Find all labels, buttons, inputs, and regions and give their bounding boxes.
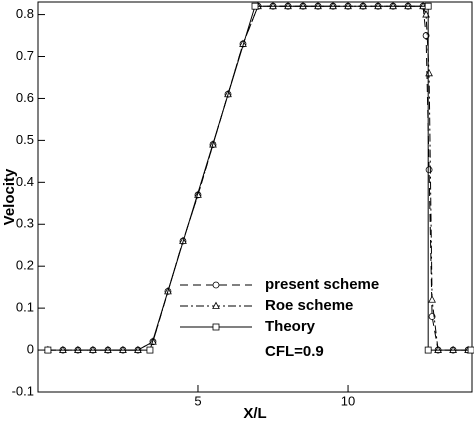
marker <box>212 301 220 309</box>
marker <box>422 32 430 39</box>
y-tick-label: 0.6 <box>16 90 34 105</box>
marker <box>422 10 430 18</box>
series-line <box>47 5 469 351</box>
marker <box>467 346 474 354</box>
marker <box>425 68 433 77</box>
x-tick-label: 5 <box>194 393 201 408</box>
marker <box>251 2 259 10</box>
y-axis-label: Velocity <box>1 168 18 225</box>
plot-frame <box>37 1 473 393</box>
marker <box>425 166 433 174</box>
marker <box>424 2 432 10</box>
annotation: CFL=0.9 <box>265 343 324 360</box>
y-tick-label: 0.1 <box>16 300 34 315</box>
legend-label: Roe scheme <box>265 297 353 314</box>
marker <box>146 346 154 354</box>
y-tick-label: 0.3 <box>16 216 34 231</box>
marker <box>424 346 432 354</box>
marker <box>44 346 52 354</box>
y-tick-label: 0.8 <box>16 6 34 21</box>
x-tick-label: 10 <box>341 393 355 408</box>
series-line <box>47 5 472 351</box>
y-tick-label: 0.4 <box>16 174 34 189</box>
y-tick-label: -0.1 <box>12 383 34 398</box>
x-axis-label: X/L <box>243 405 266 422</box>
marker <box>428 295 436 303</box>
marker <box>212 323 220 331</box>
marker <box>212 281 220 289</box>
legend-label: Theory <box>265 318 316 335</box>
y-tick-label: 0.7 <box>16 48 34 63</box>
y-tick-label: 0.2 <box>16 258 34 273</box>
y-tick-label: 0.5 <box>16 132 34 147</box>
legend-label: present scheme <box>265 276 379 293</box>
series-line <box>47 5 469 351</box>
y-tick-label: 0 <box>27 342 34 357</box>
